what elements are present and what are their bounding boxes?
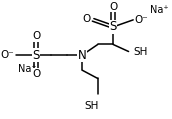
Text: S: S bbox=[32, 49, 40, 62]
Text: SH: SH bbox=[133, 47, 148, 57]
Text: SH: SH bbox=[84, 101, 99, 111]
Text: N: N bbox=[78, 49, 87, 62]
Text: O: O bbox=[109, 2, 117, 12]
Text: O⁻: O⁻ bbox=[135, 15, 148, 25]
Text: S: S bbox=[109, 20, 117, 33]
Text: O: O bbox=[83, 14, 91, 24]
Text: O: O bbox=[32, 31, 40, 41]
Text: Na⁺: Na⁺ bbox=[150, 5, 169, 15]
Text: O: O bbox=[32, 69, 40, 79]
Text: Na⁺: Na⁺ bbox=[18, 64, 36, 74]
Text: O⁻: O⁻ bbox=[1, 50, 14, 60]
